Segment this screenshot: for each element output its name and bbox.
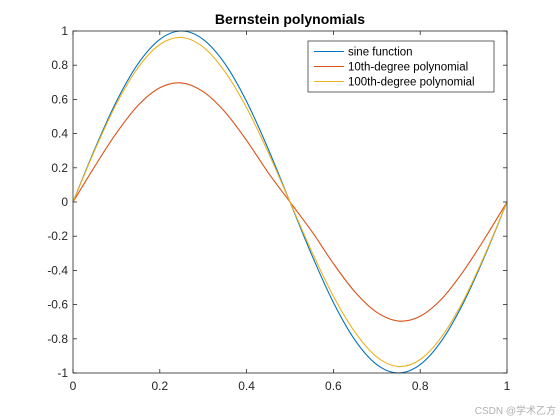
y-tick-label: -0.6 (47, 298, 68, 312)
x-tick-label: 0.8 (412, 379, 429, 393)
x-tick-label: 0.4 (238, 379, 255, 393)
legend: sine function 10th-degree polynomial 100th… (307, 40, 495, 93)
y-tick-label: 0.4 (51, 127, 68, 141)
y-axis: -1 -0.8 -0.6 -0.4 -0.2 0 0.2 0.4 0.6 0.8 1 (47, 24, 507, 380)
x-tick-label: 1 (504, 379, 511, 393)
y-tick-label: -0.2 (47, 229, 68, 243)
x-tick-label: 0.6 (325, 379, 342, 393)
y-tick-label: 0.8 (51, 58, 68, 72)
chart-title: Bernstein polynomials (215, 11, 365, 27)
series-layer (72, 30, 508, 374)
watermark-text: CSDN @学术乙方 (475, 404, 556, 417)
legend-label: 100th-degree polynomial (348, 77, 475, 89)
series-line-100th-degree-polynomial (72, 36, 508, 368)
y-tick-label: 0 (61, 195, 68, 209)
x-tick-label: 0 (70, 379, 77, 393)
x-tick-label: 0.2 (151, 379, 168, 393)
y-tick-label: 1 (61, 24, 68, 38)
legend-label: sine function (348, 47, 413, 59)
y-tick-label: -0.8 (47, 332, 68, 346)
y-tick-label: 0.2 (51, 161, 68, 175)
y-tick-label: -0.4 (47, 263, 68, 277)
y-tick-label: -1 (57, 366, 68, 380)
legend-label: 10th-degree polynomial (348, 62, 468, 74)
y-tick-label: 0.6 (51, 92, 68, 106)
x-axis: 0 0.2 0.4 0.6 0.8 1 (70, 31, 511, 393)
